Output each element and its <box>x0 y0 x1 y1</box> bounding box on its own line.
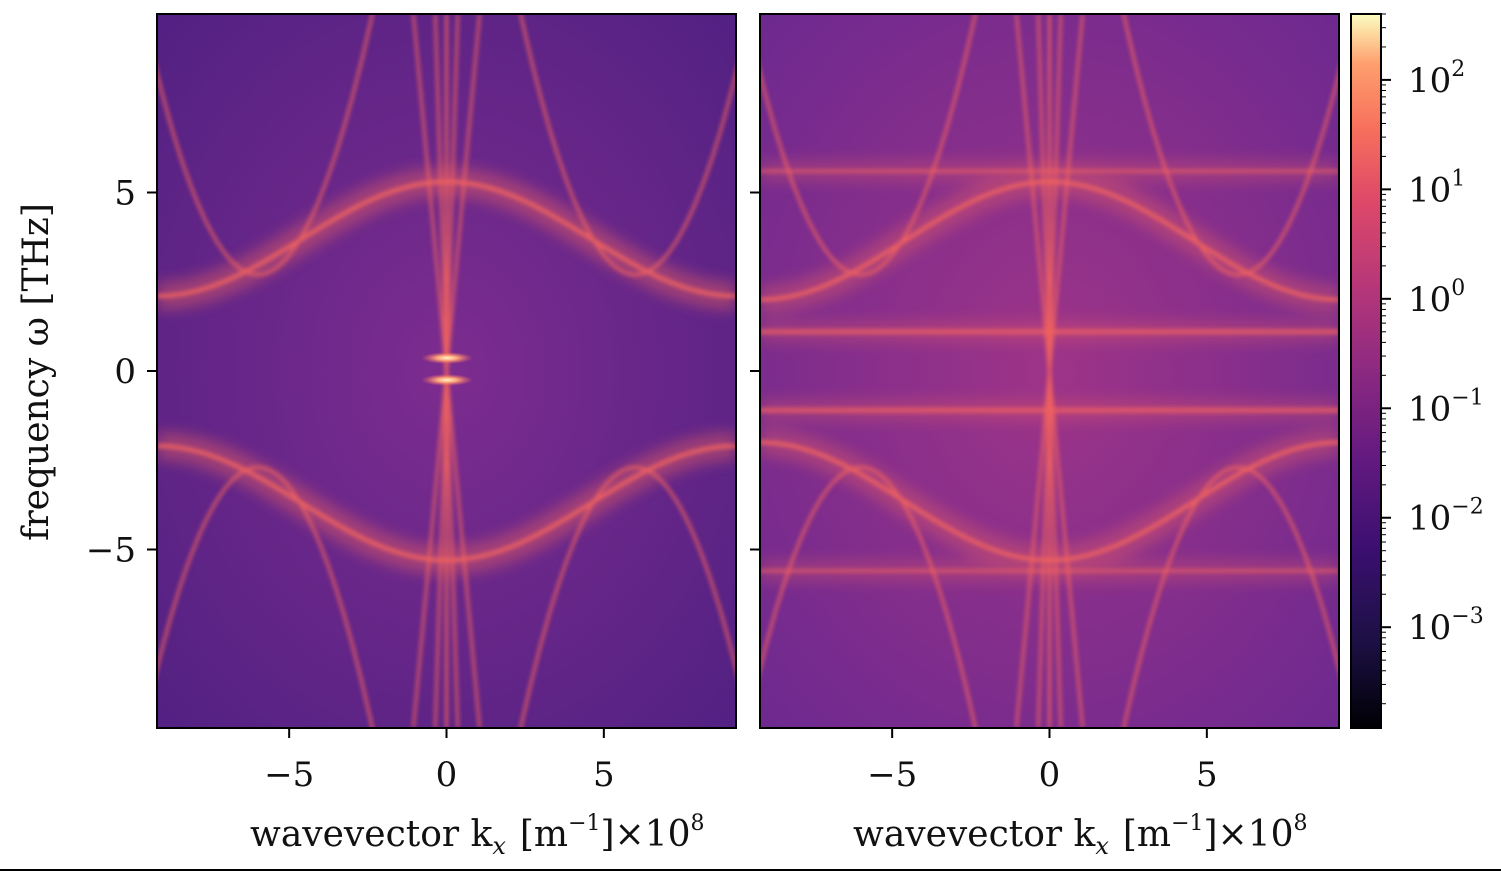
x-tick-label-right-0: −5 <box>867 755 917 795</box>
left-parabola-upper-l <box>157 14 374 277</box>
y-tick-label-1: 0 <box>114 352 136 392</box>
right-parabola-lower-r <box>1122 465 1339 728</box>
left-band-lines <box>157 14 736 728</box>
x-tick-label-right-2: 5 <box>1196 755 1218 795</box>
colorbar-ticks: 102 101 100 10−1 10−2 10−3 <box>1381 13 1484 705</box>
right-parabola-lower-l <box>760 465 977 728</box>
y-axis-label: frequency ω [THz] <box>16 203 57 541</box>
colorbar-tick-label-3: 10−1 <box>1408 385 1484 429</box>
colorbar-tick-label-0: 102 <box>1408 57 1465 101</box>
x-ticks-left: −5 0 5 <box>264 728 615 795</box>
left-parabola-lower-l <box>157 465 374 728</box>
y-ticks-right <box>750 191 760 551</box>
heatmap-left <box>156 13 737 729</box>
colorbar-tick-label-1: 101 <box>1408 166 1465 210</box>
colorbar-tick-label-5: 10−3 <box>1408 604 1484 648</box>
x-tick-label-right-1: 0 <box>1039 755 1061 795</box>
colorbar-tick-label-4: 10−2 <box>1408 495 1484 539</box>
x-ticks-right: −5 0 5 <box>867 728 1218 795</box>
colorbar-gradient <box>1350 13 1382 729</box>
x-axis-label-left: wavevector kx [m−1]×108 <box>250 811 705 860</box>
right-parabola-upper-r <box>1122 14 1339 277</box>
right-parabola-upper-l <box>760 14 977 277</box>
x-axis-label-right: wavevector kx [m−1]×108 <box>853 811 1308 860</box>
y-tick-label-2: −5 <box>86 531 136 571</box>
right-band-lines <box>760 14 1339 728</box>
y-tick-label-0: 5 <box>114 174 136 214</box>
left-parabola-lower-r <box>519 465 736 728</box>
bright-spot-lower <box>421 374 473 386</box>
heatmap-right <box>759 13 1340 729</box>
colorbar-tick-label-2: 100 <box>1408 276 1465 320</box>
x-tick-label-left-2: 5 <box>593 755 615 795</box>
y-ticks-left: 5 0 −5 <box>86 174 157 571</box>
bright-spot-upper <box>421 352 473 364</box>
colorbar: 102 101 100 10−1 10−2 10−3 <box>1350 13 1484 729</box>
x-tick-label-left-1: 0 <box>436 755 458 795</box>
x-tick-label-left-0: −5 <box>264 755 314 795</box>
left-parabola-upper-r <box>519 14 736 277</box>
